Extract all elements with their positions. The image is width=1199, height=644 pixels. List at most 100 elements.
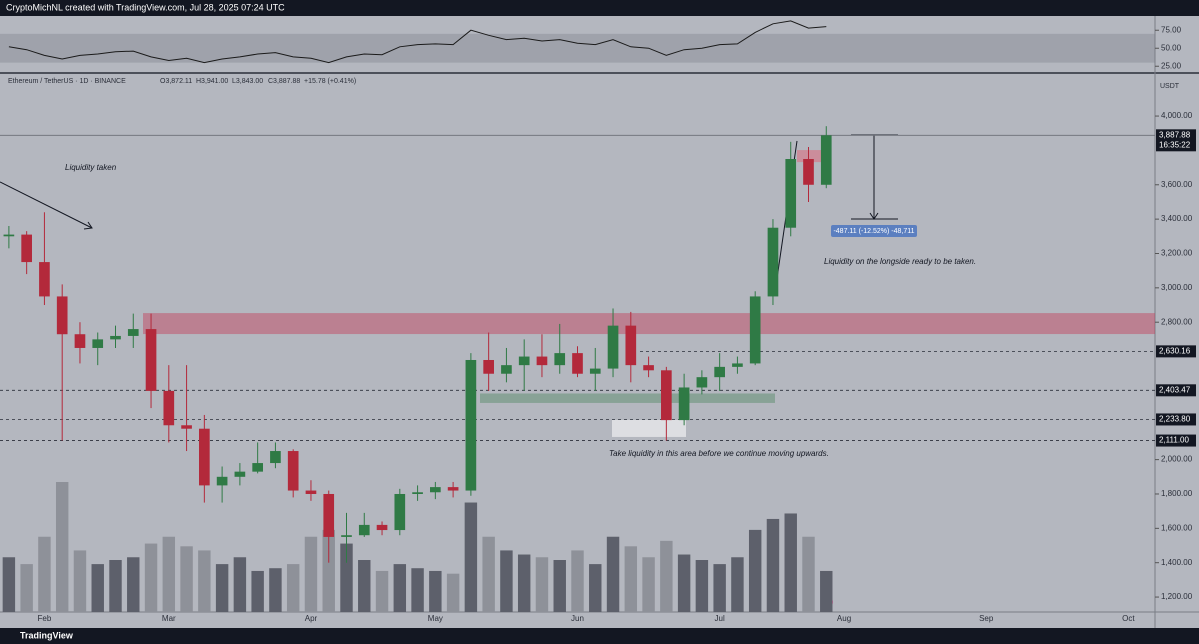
volume-bar [20, 564, 33, 612]
volume-bar [660, 540, 673, 612]
annotation-arrowhead [83, 221, 93, 230]
level-box [1156, 345, 1196, 358]
volume-bar [251, 570, 264, 612]
volume-bar [606, 536, 620, 612]
volume-bar [535, 557, 549, 612]
candle-body [447, 487, 459, 491]
candle-body [732, 363, 743, 367]
x-tick-label: Aug [837, 614, 851, 623]
candle-body [785, 159, 797, 228]
candle-body [376, 524, 388, 531]
candle-body [643, 365, 654, 371]
volume-bar [38, 536, 51, 612]
x-tick-label: Mar [162, 614, 176, 623]
volume-bar [215, 564, 229, 612]
volume-bar [553, 560, 566, 612]
level-box [1156, 413, 1196, 426]
measure-arrowhead [869, 212, 879, 220]
footer-bar [0, 628, 1199, 644]
rsi-band [0, 33, 1155, 63]
level-label: 2,403.47 [1159, 385, 1191, 394]
candle-body [607, 325, 619, 369]
level-box [1156, 434, 1196, 447]
candle-body [803, 159, 814, 185]
candle-body [110, 335, 121, 340]
volume-bar [695, 560, 709, 612]
footer: TradingView [20, 630, 74, 640]
volume-bar [233, 557, 247, 612]
level-label: 2,630.16 [1159, 346, 1191, 355]
volume-bar [624, 546, 638, 612]
volume-bar [713, 564, 726, 612]
volume-bar [180, 546, 193, 612]
annotation: Liquidity taken [65, 163, 117, 172]
volume-bar [162, 536, 176, 612]
volume-bar [73, 550, 87, 612]
x-tick-label: May [428, 614, 443, 623]
candle-body [56, 296, 68, 335]
volume-bar [144, 543, 158, 612]
countdown: 16:35:22 [1159, 140, 1191, 149]
level-label: 2,111.00 [1159, 436, 1190, 445]
y-tick-label: 3,000.00 [1161, 283, 1193, 292]
volume-bar [571, 550, 584, 612]
ohlc-value: L3,843.00 [232, 78, 263, 85]
volume-bar [127, 557, 140, 612]
header-bar [0, 0, 1199, 16]
candle-body [749, 296, 761, 364]
candle-body [234, 471, 246, 477]
rsi-tick-label: 50.00 [1161, 43, 1182, 52]
rsi-tick-label: 25.00 [1161, 61, 1182, 70]
volume-bar [269, 568, 282, 612]
x-tick-label: Oct [1122, 614, 1135, 623]
measure-label: -487.11 (-12.52%) -48,711 [833, 228, 914, 235]
ohlc-value: C3,887.88 [268, 78, 300, 85]
measure-box [831, 225, 917, 237]
volume-bar [802, 536, 815, 612]
candle-body [412, 492, 423, 494]
candle-body [341, 535, 352, 537]
candle-body [820, 135, 832, 185]
candle-body [3, 234, 15, 237]
x-tick-label: Jun [571, 614, 584, 623]
level-box [1156, 129, 1196, 152]
volume-bar [429, 570, 442, 612]
candle-body [678, 387, 690, 421]
candle-body [714, 366, 725, 378]
x-tick-label: Feb [38, 614, 52, 623]
volume-bar [340, 543, 353, 612]
candle-body [518, 356, 530, 366]
volume-bar [2, 557, 16, 612]
candle-body [145, 329, 157, 391]
candle-body [74, 334, 86, 348]
candle-body [92, 339, 104, 348]
candle-body [589, 368, 601, 374]
candle-body [287, 451, 299, 491]
candle-body [430, 487, 441, 493]
candle-body [216, 476, 228, 486]
zone [612, 419, 686, 437]
volume-bar [766, 518, 780, 612]
candle-body [483, 359, 494, 374]
volume-bar [731, 557, 744, 612]
volume-bar [748, 529, 762, 612]
volume-bar [482, 536, 495, 612]
volume-bar [589, 564, 602, 612]
currency: USDT [1160, 83, 1180, 90]
zone [143, 313, 1155, 335]
candle-body [358, 524, 370, 536]
candle-body [127, 329, 139, 336]
candle-body [554, 353, 566, 366]
volume-bar [358, 560, 371, 612]
candle-body [252, 463, 263, 472]
header: CryptoMichNL created with TradingView.co… [6, 2, 285, 12]
candle-body [21, 234, 32, 263]
candle-body [323, 493, 335, 537]
volume-bar [55, 482, 69, 612]
zone [480, 393, 775, 403]
volume-bar [411, 568, 424, 612]
candle-body [394, 493, 406, 531]
candle-body [270, 451, 281, 464]
volume-bar [304, 536, 318, 612]
